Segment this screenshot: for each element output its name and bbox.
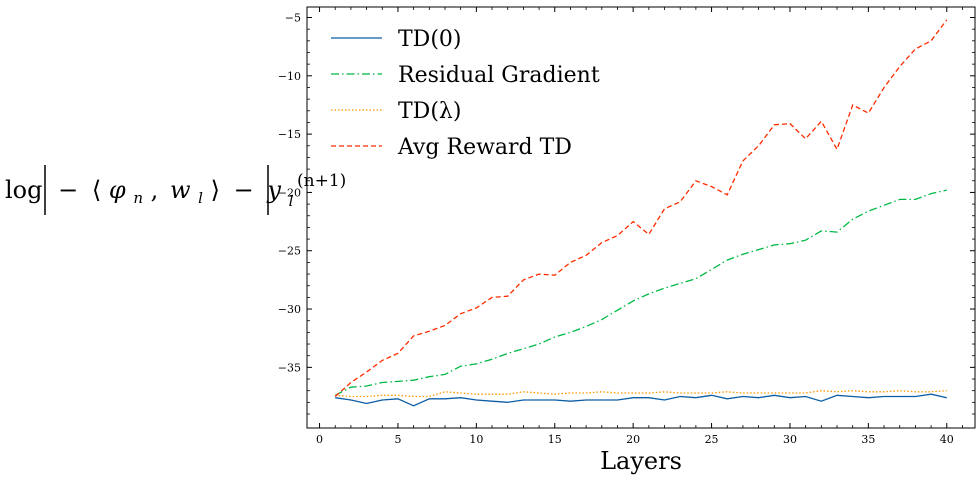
x-tick-label: 40 <box>940 433 954 446</box>
x-tick-label: 35 <box>861 433 875 446</box>
ylab-open: ⟨ <box>92 176 101 204</box>
y-axis-title: log − ⟨ φ n , w l ⟩ − y l (n+1) <box>5 165 346 215</box>
ylab-sub-l: l <box>198 189 203 207</box>
ticks-layer: 0 5 10 15 20 25 30 35 40 −35 −30 −25 −20 −15 −10 −5 <box>278 7 975 446</box>
x-tick-label: 15 <box>548 433 562 446</box>
x-tick-label: 0 <box>316 433 323 446</box>
y-tick-label: −25 <box>278 245 301 258</box>
legend: TD(0) Residual Gradient TD(λ) Avg Reward… <box>331 27 600 160</box>
x-tick-label: 10 <box>469 433 483 446</box>
ylab-y-sup: (n+1) <box>297 171 346 191</box>
ylab-comma: , <box>151 176 159 204</box>
y-tick-label: −20 <box>278 186 301 199</box>
x-tick-label: 5 <box>394 433 401 446</box>
x-axis-title: Layers <box>600 447 682 475</box>
ylab-close: ⟩ <box>211 176 220 204</box>
legend-label-td0: TD(0) <box>398 27 461 52</box>
series-line-3 <box>334 19 948 397</box>
ylab-sub-n: n <box>133 189 143 207</box>
legend-label-avg-reward-td: Avg Reward TD <box>397 135 572 160</box>
series-line-1 <box>334 189 947 396</box>
plot-frame <box>306 6 976 429</box>
svg-text:log − ⟨ φ: log − ⟨ φ n , w l ⟩ − y l (n+1) <box>5 171 346 212</box>
y-tick-label: −30 <box>278 303 301 316</box>
x-tick-label: 20 <box>626 433 640 446</box>
y-tick-label: −5 <box>285 11 301 24</box>
ylab-minus: − <box>58 176 78 204</box>
x-tick-label: 30 <box>783 433 797 446</box>
ylab-phi: φ <box>109 176 126 204</box>
ylab-w: w <box>170 176 191 204</box>
series-line-0 <box>335 393 947 407</box>
series-layer <box>334 19 948 407</box>
ylab-log: log <box>5 176 43 204</box>
ylab-minus2: − <box>234 176 254 204</box>
ylab-y-sub: l <box>289 192 294 210</box>
legend-label-td-lambda: TD(λ) <box>398 99 461 124</box>
y-tick-label: −35 <box>278 361 301 374</box>
series-line-2 <box>335 390 947 398</box>
x-tick-label: 25 <box>705 433 719 446</box>
y-tick-label: −15 <box>278 128 301 141</box>
legend-label-residual-gradient: Residual Gradient <box>398 63 600 88</box>
ylab-y: y <box>266 176 281 204</box>
y-tick-label: −10 <box>278 70 301 83</box>
